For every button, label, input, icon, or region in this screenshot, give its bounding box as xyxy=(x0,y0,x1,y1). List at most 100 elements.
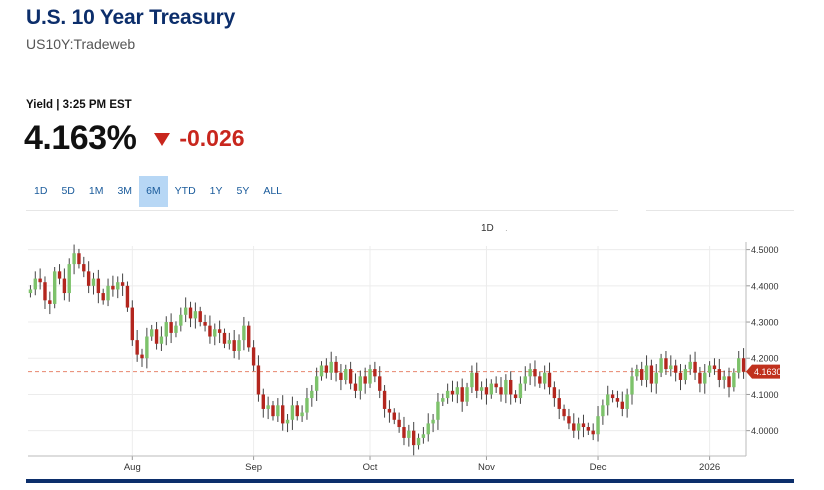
candle xyxy=(416,437,421,446)
candle xyxy=(649,365,654,384)
candle xyxy=(727,376,731,388)
candle xyxy=(348,369,353,384)
candle xyxy=(664,358,668,370)
candle xyxy=(358,376,363,391)
candle xyxy=(470,372,474,388)
candle xyxy=(431,419,435,424)
candle xyxy=(620,401,624,409)
candle xyxy=(227,340,232,344)
y-tick-label: 4.0000 xyxy=(751,426,779,436)
candle xyxy=(382,390,387,409)
range-tab-6m[interactable]: 6M xyxy=(139,176,168,207)
candle xyxy=(135,340,139,355)
candle xyxy=(436,401,440,420)
candle xyxy=(387,408,392,413)
candle xyxy=(732,372,736,388)
range-tab-1m[interactable]: 1M xyxy=(88,185,104,197)
candle xyxy=(208,325,212,337)
candle xyxy=(445,390,450,399)
candle xyxy=(426,423,430,435)
candle xyxy=(509,379,513,395)
range-tab-all[interactable]: ALL xyxy=(263,185,283,197)
candle xyxy=(601,405,605,417)
candle xyxy=(630,376,634,395)
candle xyxy=(203,322,207,326)
candle xyxy=(712,365,717,370)
candle xyxy=(373,369,377,377)
candle xyxy=(256,365,261,395)
candle xyxy=(528,369,532,377)
yield-time-label: Yield | 3:25 PM EST xyxy=(26,99,132,111)
range-tab-3m[interactable]: 3M xyxy=(117,185,133,197)
candle xyxy=(67,264,71,294)
candle xyxy=(111,285,115,290)
candle xyxy=(188,307,193,319)
candle xyxy=(654,372,658,384)
candle xyxy=(276,405,280,417)
interval-selector[interactable]: 1D xyxy=(481,223,494,234)
candle xyxy=(247,325,251,348)
range-tab-1d[interactable]: 1D xyxy=(34,185,48,197)
candle xyxy=(183,307,188,315)
y-tick-label: 4.1000 xyxy=(751,390,779,400)
candle xyxy=(324,365,329,373)
price-chart[interactable]: 4.5000 4.4000 4.3000 4.2000 4.1000 4.0000 Aug S… xyxy=(0,238,824,474)
candle xyxy=(581,423,586,428)
candle xyxy=(72,253,76,265)
candle xyxy=(334,361,338,373)
down-triangle-icon xyxy=(154,133,171,146)
candle xyxy=(693,361,697,373)
candle xyxy=(101,293,105,301)
candle xyxy=(222,332,227,344)
candle xyxy=(164,322,168,337)
candle xyxy=(154,329,159,344)
candle xyxy=(455,387,460,395)
candle xyxy=(363,376,367,384)
candle xyxy=(552,387,557,399)
candle xyxy=(280,405,285,424)
candle xyxy=(232,340,236,351)
candle xyxy=(43,282,47,301)
candle xyxy=(397,419,401,428)
candle xyxy=(576,423,581,431)
candle xyxy=(572,423,576,431)
candle xyxy=(465,387,469,402)
y-tick-label: 4.3000 xyxy=(751,318,779,328)
candle xyxy=(28,289,33,294)
candle xyxy=(669,365,673,370)
candle xyxy=(678,372,683,380)
candle xyxy=(567,416,571,424)
candle xyxy=(145,336,149,359)
range-tab-5d[interactable]: 5D xyxy=(61,185,75,197)
candle xyxy=(717,369,722,380)
candle xyxy=(130,307,135,341)
candle xyxy=(295,405,299,417)
range-tab-1y[interactable]: 1Y xyxy=(209,185,223,197)
candle xyxy=(159,336,164,344)
candle xyxy=(213,329,217,337)
candle xyxy=(741,358,746,372)
candle xyxy=(271,405,275,417)
candle xyxy=(314,376,319,391)
candle xyxy=(174,325,178,333)
candle xyxy=(237,340,241,351)
candle xyxy=(591,430,595,435)
range-tab-ytd[interactable]: YTD xyxy=(174,185,196,197)
range-tab-5y[interactable]: 5Y xyxy=(236,185,250,197)
last-price-label: 4.1630 xyxy=(754,367,782,377)
candle xyxy=(586,427,591,431)
candle xyxy=(547,372,552,388)
candle xyxy=(319,365,324,377)
candle xyxy=(62,278,67,294)
x-tick-label: 2026 xyxy=(699,462,720,473)
candle xyxy=(421,434,426,438)
candle xyxy=(77,253,81,265)
candle xyxy=(52,271,57,304)
candle xyxy=(344,369,348,380)
candle xyxy=(610,394,615,399)
candle xyxy=(737,358,741,373)
candle xyxy=(96,278,101,294)
candle xyxy=(48,300,52,304)
candle xyxy=(407,430,411,438)
candle xyxy=(698,372,702,384)
